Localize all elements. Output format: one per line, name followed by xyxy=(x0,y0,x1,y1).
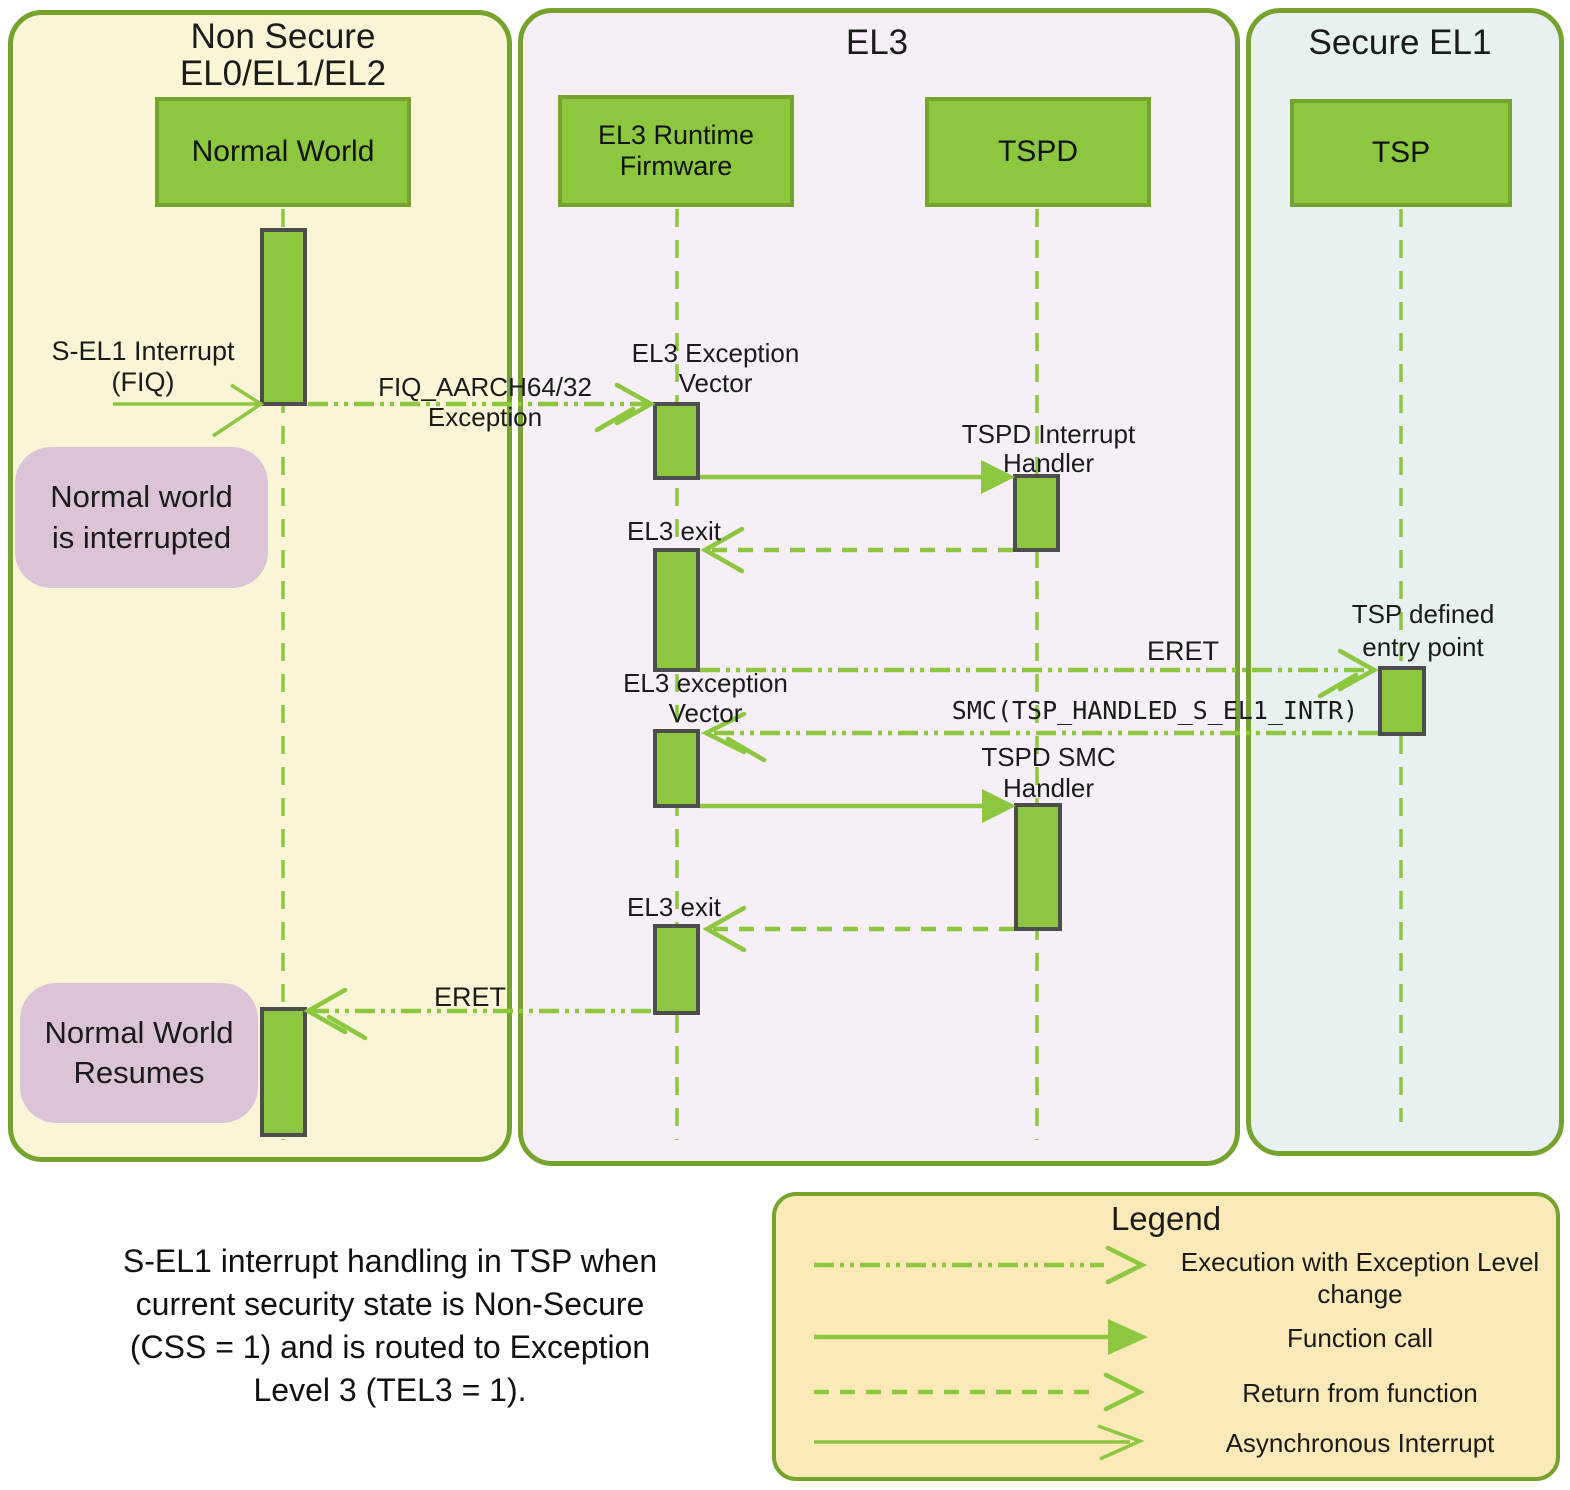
return-arrow-el3-exit-1 xyxy=(700,526,1013,574)
label-fiq-exception: FIQ_AARCH64/32 Exception xyxy=(378,372,592,432)
label-tsp-entry-point: TSP defined entry point xyxy=(1351,599,1495,662)
activation-tsp-entry-point xyxy=(1378,666,1426,736)
note-normal-world-resumes: Normal World Resumes xyxy=(20,983,258,1123)
legend-label-function-call: Function call xyxy=(1287,1323,1433,1353)
diagram-caption: S-EL1 interrupt handling in TSP when cur… xyxy=(122,1243,658,1408)
label-tspd-smc-handler: TSPD SMC Handler xyxy=(981,742,1116,803)
legend-return-arrow xyxy=(814,1372,1146,1412)
activation-el3-exit-2 xyxy=(653,924,700,1015)
label-el3-exit-1: EL3 exit xyxy=(627,516,721,546)
lane-title-secure-el1: Secure EL1 xyxy=(1308,23,1492,62)
activation-el3-exception-vector-1 xyxy=(653,402,700,480)
label-s-el1-interrupt: S-EL1 Interrupt (FIQ) xyxy=(51,336,235,397)
activation-el3-exit-1 xyxy=(653,548,700,672)
legend-label-execution-el-change: Execution with Exception Level change xyxy=(1180,1247,1540,1309)
lane-title-el3: EL3 xyxy=(845,23,909,62)
activation-tspd-interrupt-handler xyxy=(1013,474,1060,552)
lane-title-non-secure: Non Secure EL0/EL1/EL2 xyxy=(179,17,387,94)
label-smc-call: SMC(TSP_HANDLED_S_EL1_INTR) xyxy=(951,696,1359,725)
async-interrupt-arrow xyxy=(113,383,265,438)
function-call-arrow-tspd-interrupt xyxy=(700,460,1015,494)
legend-async-interrupt-arrow xyxy=(814,1424,1145,1461)
legend-execution-el-change-arrow xyxy=(814,1245,1148,1285)
actor-tspd: TSPD xyxy=(925,97,1151,207)
actor-tsp: TSP xyxy=(1290,99,1512,207)
legend-label-async-interrupt: Asynchronous Interrupt xyxy=(1225,1428,1495,1458)
label-eret-1: ERET xyxy=(1146,636,1219,666)
activation-el3-exception-vector-2 xyxy=(653,729,700,808)
legend-label-return: Return from function xyxy=(1242,1378,1478,1408)
eret-arrow-to-tsp xyxy=(700,648,1379,699)
function-call-arrow-tspd-smc xyxy=(700,789,1016,823)
activation-normal-world-2 xyxy=(260,1007,307,1137)
actor-el3-runtime-firmware: EL3 Runtime Firmware xyxy=(558,95,794,207)
smc-arrow-to-el3 xyxy=(700,711,1378,763)
fiq-exception-arrow xyxy=(308,382,656,433)
actor-normal-world: Normal World xyxy=(155,97,411,207)
label-eret-2: ERET xyxy=(433,982,506,1012)
legend-function-call-arrow xyxy=(814,1319,1148,1355)
eret-arrow-to-normal-world xyxy=(303,987,651,1041)
activation-normal-world-1 xyxy=(260,228,307,406)
note-normal-world-interrupted: Normal world is interrupted xyxy=(15,447,268,588)
label-el3-exception-vector-2: EL3 exception Vector xyxy=(623,668,788,728)
label-el3-exception-vector-1: EL3 Exception Vector xyxy=(631,338,800,398)
return-arrow-el3-exit-2 xyxy=(702,905,1014,953)
legend-title: Legend xyxy=(1110,1200,1222,1237)
label-tspd-interrupt-handler: TSPD Interrupt Handler xyxy=(961,419,1136,478)
activation-tspd-smc-handler xyxy=(1014,803,1062,931)
label-el3-exit-2: EL3 exit xyxy=(627,892,721,922)
